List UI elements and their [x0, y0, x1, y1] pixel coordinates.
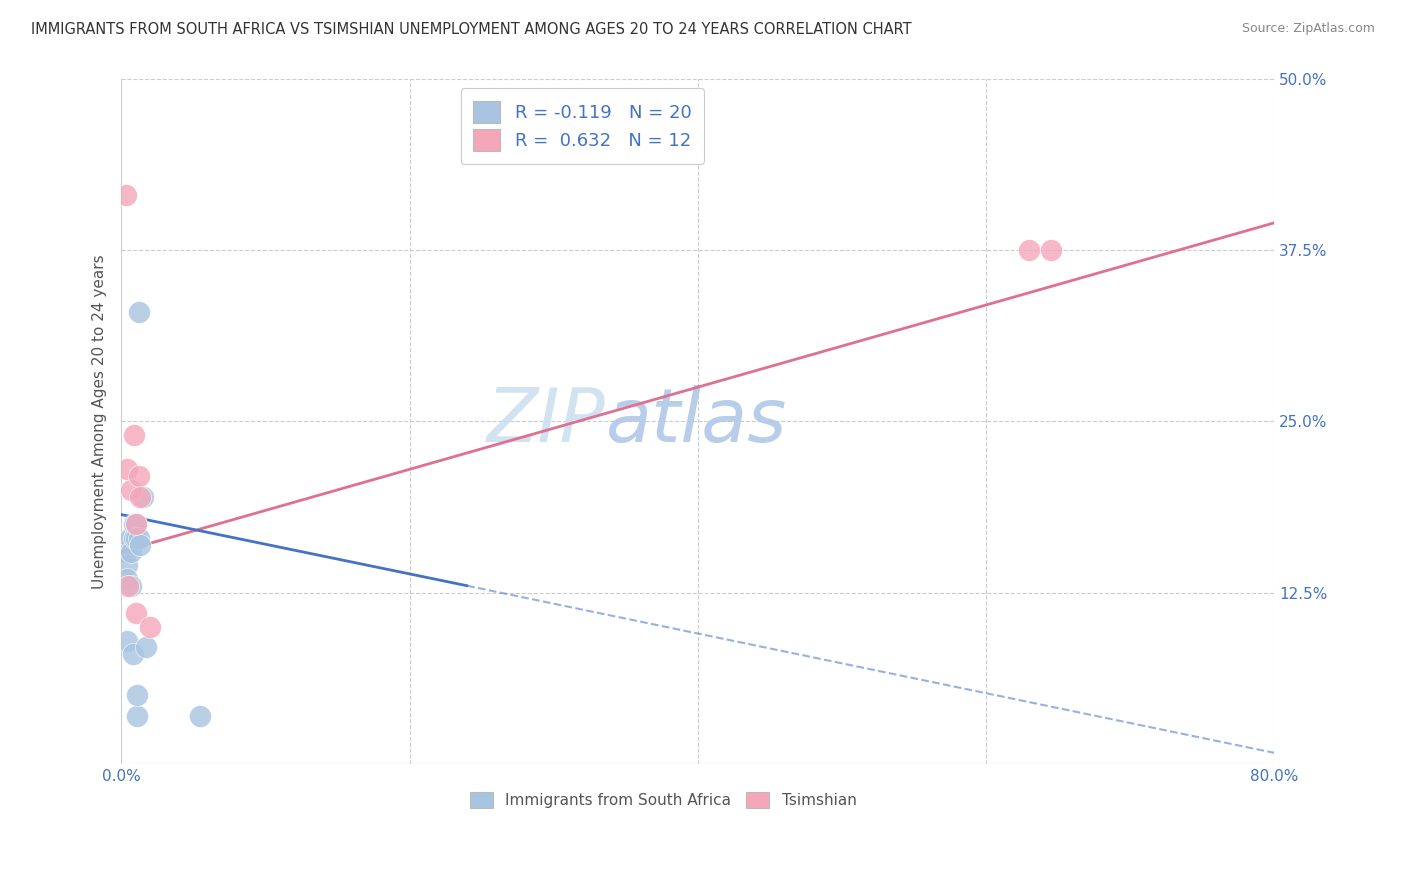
Point: [120, 579, 142, 593]
Y-axis label: Unemployment Among Ages 20 to 24 years: Unemployment Among Ages 20 to 24 years: [93, 254, 107, 589]
Point: [122, 517, 145, 532]
Point: [132, 490, 155, 504]
Point: [115, 633, 138, 648]
Point: [124, 606, 146, 620]
Point: [125, 689, 148, 703]
Point: [115, 462, 138, 476]
Text: IMMIGRANTS FROM SOUTH AFRICA VS TSIMSHIAN UNEMPLOYMENT AMONG AGES 20 TO 24 YEARS: IMMIGRANTS FROM SOUTH AFRICA VS TSIMSHIA…: [31, 22, 911, 37]
Point: [114, 544, 136, 558]
Point: [1039, 243, 1062, 257]
Point: [128, 305, 150, 319]
Point: [190, 709, 212, 723]
Point: [115, 558, 138, 573]
Point: [115, 572, 138, 586]
Point: [124, 517, 146, 532]
Point: [129, 538, 152, 552]
Point: [122, 428, 145, 442]
Point: [122, 531, 145, 545]
Point: [120, 483, 142, 497]
Text: ZIP: ZIP: [486, 385, 606, 458]
Point: [124, 517, 146, 532]
Text: atlas: atlas: [606, 385, 787, 458]
Point: [139, 620, 162, 634]
Point: [124, 531, 146, 545]
Point: [125, 709, 148, 723]
Point: [128, 469, 150, 483]
Point: [128, 531, 150, 545]
Point: [114, 188, 136, 202]
Point: [1018, 243, 1040, 257]
Point: [117, 579, 139, 593]
Legend: Immigrants from South Africa, Tsimshian: Immigrants from South Africa, Tsimshian: [464, 786, 862, 814]
Point: [121, 647, 143, 661]
Point: [120, 544, 142, 558]
Text: Source: ZipAtlas.com: Source: ZipAtlas.com: [1241, 22, 1375, 36]
Point: [118, 531, 141, 545]
Point: [135, 640, 157, 655]
Point: [129, 490, 152, 504]
